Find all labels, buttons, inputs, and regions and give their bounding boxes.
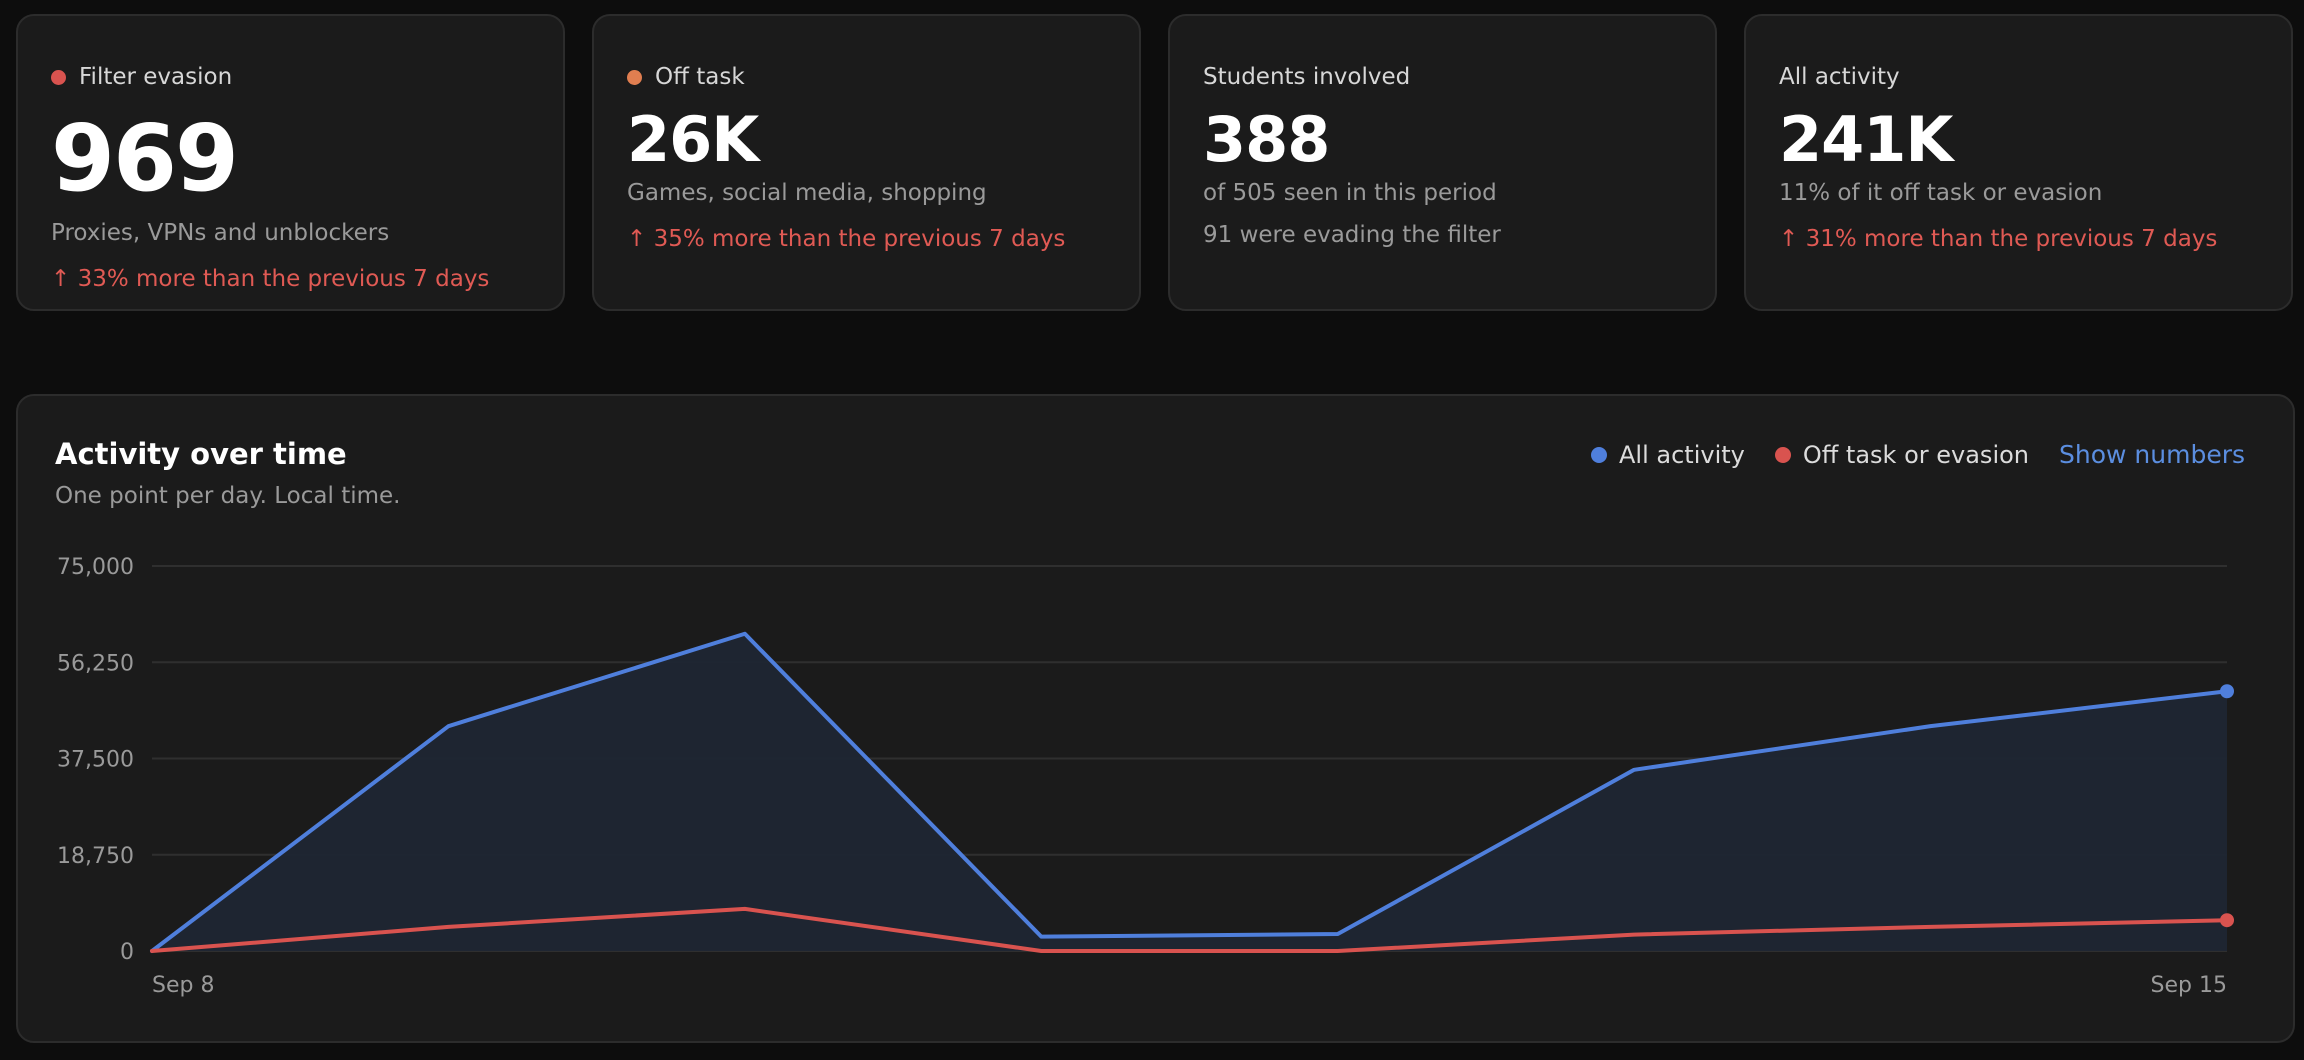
x-axis-ticks: Sep 8 Sep 15 bbox=[152, 973, 2227, 998]
card-description: of 505 seen in this period bbox=[1203, 180, 1497, 206]
card-value: 241K bbox=[1779, 103, 1953, 176]
card-value: 388 bbox=[1203, 103, 1330, 176]
card-label: Off task bbox=[627, 62, 745, 92]
card-label-text: Students involved bbox=[1203, 64, 1411, 90]
off-task-or-evasion-line bbox=[150, 906, 2229, 953]
all-activity-area bbox=[152, 633, 2227, 951]
stat-card-all-activity: All activity 241K 11% of it off task or … bbox=[1744, 14, 2293, 311]
card-label: All activity bbox=[1779, 62, 1900, 92]
legend-label: Off task or evasion bbox=[1802, 441, 2029, 469]
stat-card-filter-evasion: Filter evasion 969 Proxies, VPNs and unb… bbox=[16, 14, 565, 311]
y-tick-label: 56,250 bbox=[57, 651, 134, 676]
all-activity-line bbox=[150, 631, 2229, 953]
stat-card-off-task: Off task 26K Games, social media, shoppi… bbox=[592, 14, 1141, 311]
off-task-dot-icon bbox=[1774, 447, 1791, 463]
chart-points bbox=[2220, 684, 2234, 928]
activity-chart: 0 18,750 37,500 56,250 75,000 Sep 8 Sep 15 bbox=[57, 555, 2234, 998]
card-description: Games, social media, shopping bbox=[627, 180, 987, 206]
off-task-dot-icon bbox=[627, 69, 642, 85]
card-label-text: All activity bbox=[1779, 64, 1900, 90]
y-tick-label: 0 bbox=[120, 940, 134, 965]
stat-card-students-involved: Students involved 388 of 505 seen in thi… bbox=[1168, 14, 1717, 311]
card-description: Proxies, VPNs and unblockers bbox=[51, 220, 390, 246]
filter-evasion-dot-icon bbox=[51, 69, 66, 85]
all-activity-end-point bbox=[2220, 684, 2234, 699]
y-tick-label: 37,500 bbox=[57, 748, 134, 773]
card-trend: ↑ 33% more than the previous 7 days bbox=[51, 266, 490, 292]
card-label: Students involved bbox=[1203, 62, 1410, 92]
card-description-secondary: 91 were evading the filter bbox=[1203, 222, 1501, 248]
y-tick-label: 18,750 bbox=[57, 844, 134, 869]
activity-over-time-panel: Activity over time One point per day. Lo… bbox=[16, 394, 2295, 1043]
card-value: 969 bbox=[51, 105, 239, 212]
legend-item-all-activity: All activity bbox=[1591, 440, 1745, 470]
panel-subtitle: One point per day. Local time. bbox=[55, 483, 401, 509]
legend-item-off-task-or-evasion: Off task or evasion bbox=[1774, 440, 2029, 470]
card-trend: ↑ 35% more than the previous 7 days bbox=[627, 226, 1066, 252]
legend-label: All activity bbox=[1619, 441, 1745, 469]
all-activity-dot-icon bbox=[1591, 447, 1608, 463]
chart-areas bbox=[152, 633, 2227, 951]
card-description: 11% of it off task or evasion bbox=[1779, 180, 2103, 206]
chart-legend: All activity Off task or evasion Show nu… bbox=[1591, 440, 2245, 470]
off-task-or-evasion-end-point bbox=[2220, 913, 2234, 928]
card-label: Filter evasion bbox=[51, 62, 232, 92]
card-value: 26K bbox=[627, 103, 759, 176]
y-tick-label: 75,000 bbox=[57, 555, 134, 580]
chart-lines bbox=[150, 631, 2229, 953]
panel-title: Activity over time bbox=[55, 437, 347, 471]
show-numbers-link[interactable]: Show numbers bbox=[2059, 440, 2245, 469]
card-trend: ↑ 31% more than the previous 7 days bbox=[1779, 226, 2218, 252]
y-axis-ticks: 0 18,750 37,500 56,250 75,000 bbox=[57, 555, 134, 965]
x-tick-label: Sep 15 bbox=[2151, 973, 2227, 998]
card-label-text: Off task bbox=[655, 64, 745, 90]
card-label-text: Filter evasion bbox=[79, 64, 233, 90]
x-tick-label: Sep 8 bbox=[152, 973, 214, 998]
